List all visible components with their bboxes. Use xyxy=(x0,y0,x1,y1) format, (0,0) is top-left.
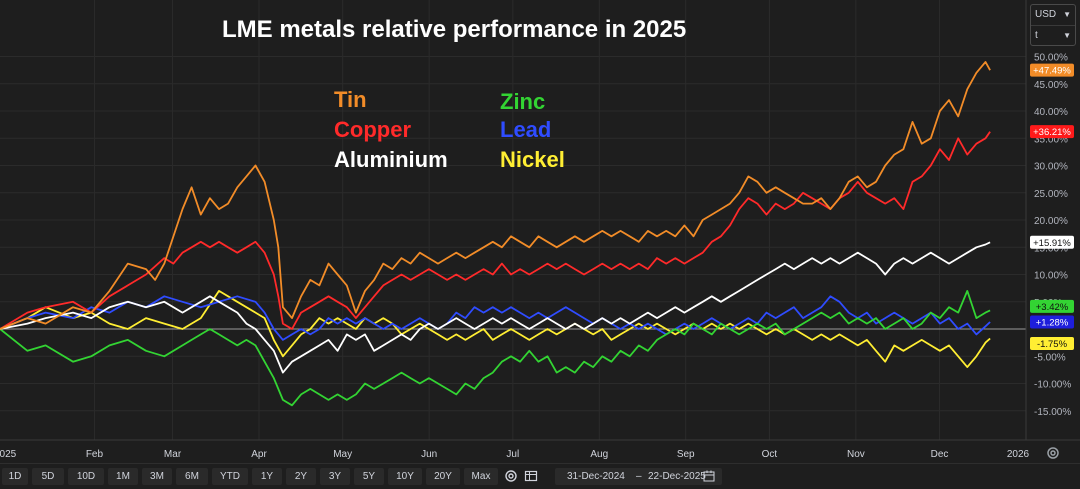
range-button-1m[interactable]: 1M xyxy=(108,468,138,485)
x-tick-label: Apr xyxy=(251,449,267,460)
x-tick-label: Dec xyxy=(931,449,949,460)
last-value-badge-zinc xyxy=(1030,299,1074,313)
chart-area: -15.00%-10.00%-5.00%5.00%10.00%15.00%20.… xyxy=(0,0,1080,460)
last-value-badge-copper xyxy=(1030,125,1074,139)
legend-tin: Tin xyxy=(334,87,367,112)
date-from: 31-Dec-2024 xyxy=(567,471,625,482)
legend-aluminium: Aluminium xyxy=(334,147,448,172)
y-tick-label: 45.00% xyxy=(1034,80,1068,91)
last-value-label-copper: +36.21% xyxy=(1033,127,1071,138)
chevron-down-icon: ▼ xyxy=(1063,31,1071,40)
last-value-badge-nickel xyxy=(1030,337,1074,351)
range-button-5y[interactable]: 5Y xyxy=(354,468,384,485)
chart-title: LME metals relative performance in 2025 xyxy=(222,16,687,43)
last-value-label-tin: +47.49% xyxy=(1033,66,1071,77)
x-tick-label: 2025 xyxy=(0,449,17,460)
last-value-label-nickel: -1.75% xyxy=(1037,339,1068,350)
legend-zinc: Zinc xyxy=(500,89,546,114)
x-tick-label: Nov xyxy=(847,449,865,460)
legend-nickel: Nickel xyxy=(500,147,565,172)
date-range-picker[interactable]: 31-Dec-2024 – 22-Dec-2025 xyxy=(555,468,722,485)
y-tick-label: -5.00% xyxy=(1034,352,1066,363)
y-tick-label: -10.00% xyxy=(1034,380,1071,391)
y-tick-label: 30.00% xyxy=(1034,162,1068,173)
series-line-tin xyxy=(0,61,991,330)
last-value-label-zinc: +3.42% xyxy=(1036,302,1069,313)
y-tick-label: 50.00% xyxy=(1034,53,1068,64)
time-range-toolbar: 1D 5D 10D 1M 3M 6M YTD 1Y 2Y 3Y 5Y 10Y 2… xyxy=(0,463,1080,489)
y-tick-label: -15.00% xyxy=(1034,407,1071,418)
series-line-lead xyxy=(0,295,991,341)
x-tick-label: Sep xyxy=(677,449,695,460)
last-value-badge-aluminium xyxy=(1030,235,1074,249)
y-tick-label: 20.00% xyxy=(1034,216,1068,227)
range-button-ytd[interactable]: YTD xyxy=(212,468,248,485)
date-to: 22-Dec-2025 xyxy=(648,471,706,482)
last-value-label-aluminium: +15.91% xyxy=(1033,238,1071,249)
currency-unit-selector[interactable]: USD ▼ t ▼ xyxy=(1030,4,1076,46)
last-value-badge-tin xyxy=(1030,63,1074,77)
last-value-badge-lead xyxy=(1030,315,1074,329)
range-button-6m[interactable]: 6M xyxy=(176,468,208,485)
legend-copper: Copper xyxy=(334,117,411,142)
chevron-down-icon: ▼ xyxy=(1063,10,1071,19)
range-button-20y[interactable]: 20Y xyxy=(426,468,460,485)
x-tick-label: Mar xyxy=(164,449,182,460)
gear-icon[interactable] xyxy=(1046,446,1060,460)
y-tick-label: 25.00% xyxy=(1034,189,1068,200)
y-tick-label: 40.00% xyxy=(1034,107,1068,118)
y-tick-label: 35.00% xyxy=(1034,134,1068,145)
performance-chart: -15.00%-10.00%-5.00%5.00%10.00%15.00%20.… xyxy=(0,0,1080,460)
currency-select[interactable]: USD ▼ xyxy=(1031,5,1075,25)
range-button-2y[interactable]: 2Y xyxy=(286,468,316,485)
unit-value: t xyxy=(1035,30,1038,41)
range-button-max[interactable]: Max xyxy=(464,468,498,485)
series-line-zinc xyxy=(0,290,991,407)
x-tick-label: Oct xyxy=(762,449,778,460)
series-line-copper xyxy=(0,131,991,330)
x-tick-label: 2026 xyxy=(1007,449,1030,460)
range-button-1d[interactable]: 1D xyxy=(2,468,28,485)
unit-select[interactable]: t ▼ xyxy=(1031,25,1075,46)
range-button-3y[interactable]: 3Y xyxy=(320,468,350,485)
legend-lead: Lead xyxy=(500,117,552,142)
range-button-5d[interactable]: 5D xyxy=(32,468,64,485)
calendar-icon xyxy=(703,470,715,482)
date-separator: – xyxy=(636,471,642,482)
x-tick-label: Feb xyxy=(86,449,104,460)
x-tick-label: Aug xyxy=(590,449,608,460)
currency-value: USD xyxy=(1035,9,1057,20)
series-line-aluminium xyxy=(0,241,991,374)
x-tick-label: May xyxy=(333,449,352,460)
range-button-10y[interactable]: 10Y xyxy=(388,468,422,485)
y-tick-label: 10.00% xyxy=(1034,271,1068,282)
x-tick-label: Jun xyxy=(421,449,437,460)
last-value-label-lead: +1.28% xyxy=(1036,318,1069,329)
range-button-1y[interactable]: 1Y xyxy=(252,468,282,485)
range-button-3m[interactable]: 3M xyxy=(142,468,172,485)
range-button-10d[interactable]: 10D xyxy=(68,468,104,485)
x-tick-label: Jul xyxy=(506,449,519,460)
gear-icon[interactable] xyxy=(504,469,518,483)
data-table-icon[interactable] xyxy=(524,469,538,483)
